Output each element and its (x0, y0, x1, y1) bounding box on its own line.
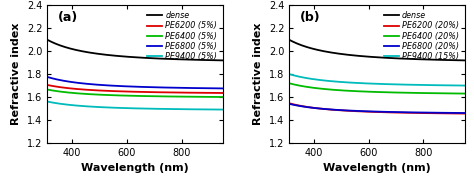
Text: (b): (b) (300, 11, 320, 24)
PE6400 (5%) (129, 95, 135, 97)
PE6800 (20%) (381, 111, 387, 113)
PE6200 (5%) (188, 92, 194, 94)
PE6400 (5%) (149, 95, 155, 97)
PE6800 (20%) (286, 103, 292, 105)
dense (188, 59, 194, 61)
PE6200 (20%) (370, 111, 375, 113)
Legend: dense, PE6200 (20%), PE6400 (20%), PE6800 (20%), PE9400 (15%): dense, PE6200 (20%), PE6400 (20%), PE680… (383, 10, 461, 63)
X-axis label: Wavelength (nm): Wavelength (nm) (81, 163, 189, 173)
PE9400 (5%) (220, 109, 226, 111)
PE6400 (5%) (128, 95, 134, 97)
PE9400 (15%) (381, 83, 387, 85)
dense (371, 56, 376, 58)
dense (139, 57, 145, 59)
PE6400 (5%) (45, 88, 50, 91)
Line: PE6800 (20%): PE6800 (20%) (289, 104, 465, 113)
PE6800 (20%) (371, 110, 376, 113)
PE6400 (20%) (381, 91, 387, 93)
PE6800 (5%) (45, 76, 50, 78)
PE9400 (5%) (216, 109, 221, 111)
dense (216, 59, 221, 61)
dense (149, 57, 155, 59)
PE6800 (5%) (139, 86, 145, 88)
PE9400 (5%) (45, 100, 50, 103)
PE6200 (20%) (391, 111, 396, 114)
Legend: dense, PE6200 (5%), PE6400 (5%), PE6800 (5%), PE9400 (5%): dense, PE6200 (5%), PE6400 (5%), PE6800 … (146, 10, 219, 63)
PE6400 (5%) (188, 96, 194, 98)
PE9400 (15%) (462, 85, 467, 87)
dense (462, 59, 467, 61)
Line: PE6800 (5%): PE6800 (5%) (47, 77, 223, 88)
Line: PE9400 (5%): PE9400 (5%) (47, 102, 223, 110)
Line: PE6200 (20%): PE6200 (20%) (289, 103, 465, 114)
dense (430, 59, 436, 61)
X-axis label: Wavelength (nm): Wavelength (nm) (323, 163, 431, 173)
Line: PE6400 (20%): PE6400 (20%) (289, 83, 465, 94)
Line: PE6200 (5%): PE6200 (5%) (47, 85, 223, 93)
PE6400 (5%) (216, 96, 221, 98)
PE6800 (20%) (462, 112, 467, 114)
PE6200 (20%) (381, 111, 387, 113)
PE6400 (20%) (370, 91, 375, 93)
Text: (a): (a) (58, 11, 78, 24)
PE6200 (20%) (286, 102, 292, 104)
PE9400 (5%) (188, 108, 194, 110)
PE6800 (20%) (370, 110, 375, 113)
PE6200 (20%) (462, 113, 467, 115)
PE6200 (20%) (457, 112, 463, 115)
dense (286, 39, 292, 41)
PE9400 (15%) (457, 84, 463, 87)
PE6800 (20%) (457, 112, 463, 114)
PE6400 (20%) (286, 82, 292, 84)
dense (128, 56, 134, 58)
PE6800 (5%) (220, 87, 226, 89)
dense (45, 39, 50, 41)
PE9400 (15%) (370, 83, 375, 85)
PE9400 (5%) (129, 107, 135, 109)
PE6800 (5%) (149, 86, 155, 88)
PE6800 (5%) (128, 85, 134, 88)
PE6800 (5%) (129, 85, 135, 88)
PE9400 (5%) (139, 107, 145, 110)
dense (391, 57, 396, 59)
PE9400 (15%) (430, 84, 436, 86)
Line: dense: dense (289, 40, 465, 60)
PE6400 (20%) (462, 92, 467, 95)
dense (370, 56, 375, 58)
PE6800 (5%) (216, 87, 221, 89)
PE6400 (20%) (457, 92, 463, 95)
PE6200 (5%) (216, 92, 221, 94)
PE9400 (15%) (286, 73, 292, 75)
PE6200 (5%) (128, 91, 134, 93)
PE6200 (5%) (45, 84, 50, 86)
PE6200 (5%) (129, 91, 135, 93)
PE6400 (5%) (220, 96, 226, 98)
Y-axis label: Refractive index: Refractive index (253, 23, 264, 125)
PE6800 (20%) (391, 111, 396, 113)
PE6400 (20%) (371, 91, 376, 93)
PE9400 (5%) (149, 108, 155, 110)
PE9400 (15%) (371, 83, 376, 85)
PE9400 (15%) (391, 83, 396, 85)
dense (129, 56, 135, 58)
PE6400 (5%) (139, 95, 145, 97)
PE6200 (20%) (430, 112, 436, 114)
dense (457, 59, 463, 61)
PE6200 (20%) (371, 111, 376, 113)
Line: dense: dense (47, 40, 223, 60)
PE6400 (20%) (391, 91, 396, 94)
Line: PE6400 (5%): PE6400 (5%) (47, 89, 223, 97)
PE6200 (5%) (139, 91, 145, 93)
PE6200 (5%) (149, 91, 155, 93)
PE6800 (20%) (430, 112, 436, 114)
PE6800 (5%) (188, 87, 194, 89)
PE6400 (20%) (430, 92, 436, 94)
Line: PE9400 (15%): PE9400 (15%) (289, 74, 465, 86)
PE6200 (5%) (220, 92, 226, 94)
PE9400 (5%) (128, 107, 134, 109)
dense (220, 59, 226, 61)
Y-axis label: Refractive index: Refractive index (11, 23, 21, 125)
dense (381, 57, 387, 59)
